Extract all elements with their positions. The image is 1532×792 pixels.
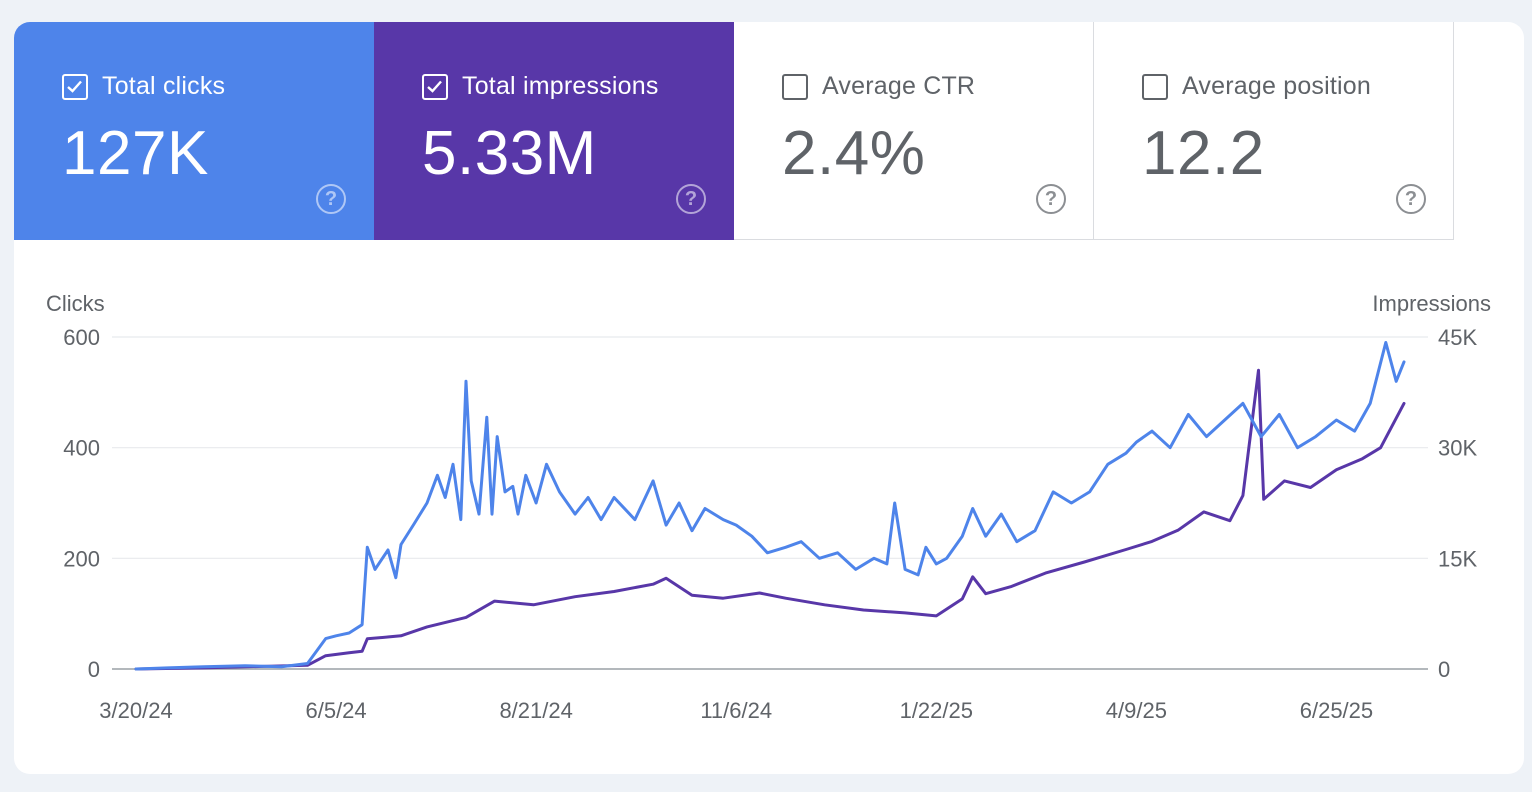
left-axis-ticks: 0 200 400 600 (63, 325, 100, 682)
right-tick-label: 45K (1438, 325, 1477, 350)
metric-label: Average position (1182, 72, 1371, 100)
checkbox-checked-icon[interactable] (422, 74, 448, 100)
right-tick-label: 15K (1438, 546, 1477, 571)
x-tick-label: 4/9/25 (1106, 698, 1167, 723)
metric-tiles: Total clicks 127K ? Total impressions 5.… (14, 22, 1454, 240)
performance-card: Total clicks 127K ? Total impressions 5.… (14, 22, 1524, 774)
help-icon[interactable]: ? (1396, 184, 1426, 214)
impressions-series-line (134, 368, 1406, 671)
x-tick-label: 3/20/24 (99, 698, 172, 723)
chart-grid (112, 336, 1428, 670)
x-tick-label: 1/22/25 (900, 698, 973, 723)
metric-tile-average-ctr[interactable]: Average CTR 2.4% ? (734, 22, 1094, 240)
metric-tile-total-impressions[interactable]: Total impressions 5.33M ? (374, 22, 734, 240)
metric-value: 5.33M (422, 119, 597, 188)
chart-lines (134, 341, 1406, 671)
metric-label: Total impressions (462, 72, 659, 100)
help-icon[interactable]: ? (676, 184, 706, 214)
metric-value: 127K (62, 119, 209, 188)
metric-value: 12.2 (1142, 119, 1265, 188)
left-tick-label: 400 (63, 436, 100, 461)
checkbox-checked-icon[interactable] (62, 74, 88, 100)
x-tick-label: 6/25/25 (1300, 698, 1373, 723)
x-tick-label: 8/21/24 (499, 698, 572, 723)
left-tick-label: 0 (88, 657, 100, 682)
checkbox-unchecked-icon[interactable] (1142, 74, 1168, 100)
x-axis-ticks: 3/20/24 6/5/24 8/21/24 11/6/24 1/22/25 4/9/25… (99, 698, 1373, 723)
metric-tile-total-clicks[interactable]: Total clicks 127K ? (14, 22, 374, 240)
x-tick-label: 11/6/24 (700, 698, 772, 723)
right-axis-ticks: 0 15K 30K 45K (1438, 325, 1477, 682)
metric-tile-average-position[interactable]: Average position 12.2 ? (1094, 22, 1454, 240)
left-tick-label: 200 (63, 546, 100, 571)
help-icon[interactable]: ? (316, 184, 346, 214)
metric-label: Average CTR (822, 72, 976, 100)
right-tick-label: 0 (1438, 657, 1450, 682)
right-axis-label: Impressions (1372, 291, 1491, 316)
metric-value: 2.4% (782, 119, 926, 188)
left-axis-label: Clicks (46, 291, 105, 316)
checkbox-unchecked-icon[interactable] (782, 74, 808, 100)
x-tick-label: 6/5/24 (305, 698, 366, 723)
clicks-series-line (134, 341, 1406, 671)
help-icon[interactable]: ? (1036, 184, 1066, 214)
left-tick-label: 600 (63, 325, 100, 350)
metric-label: Total clicks (102, 72, 226, 100)
right-tick-label: 30K (1438, 436, 1477, 461)
